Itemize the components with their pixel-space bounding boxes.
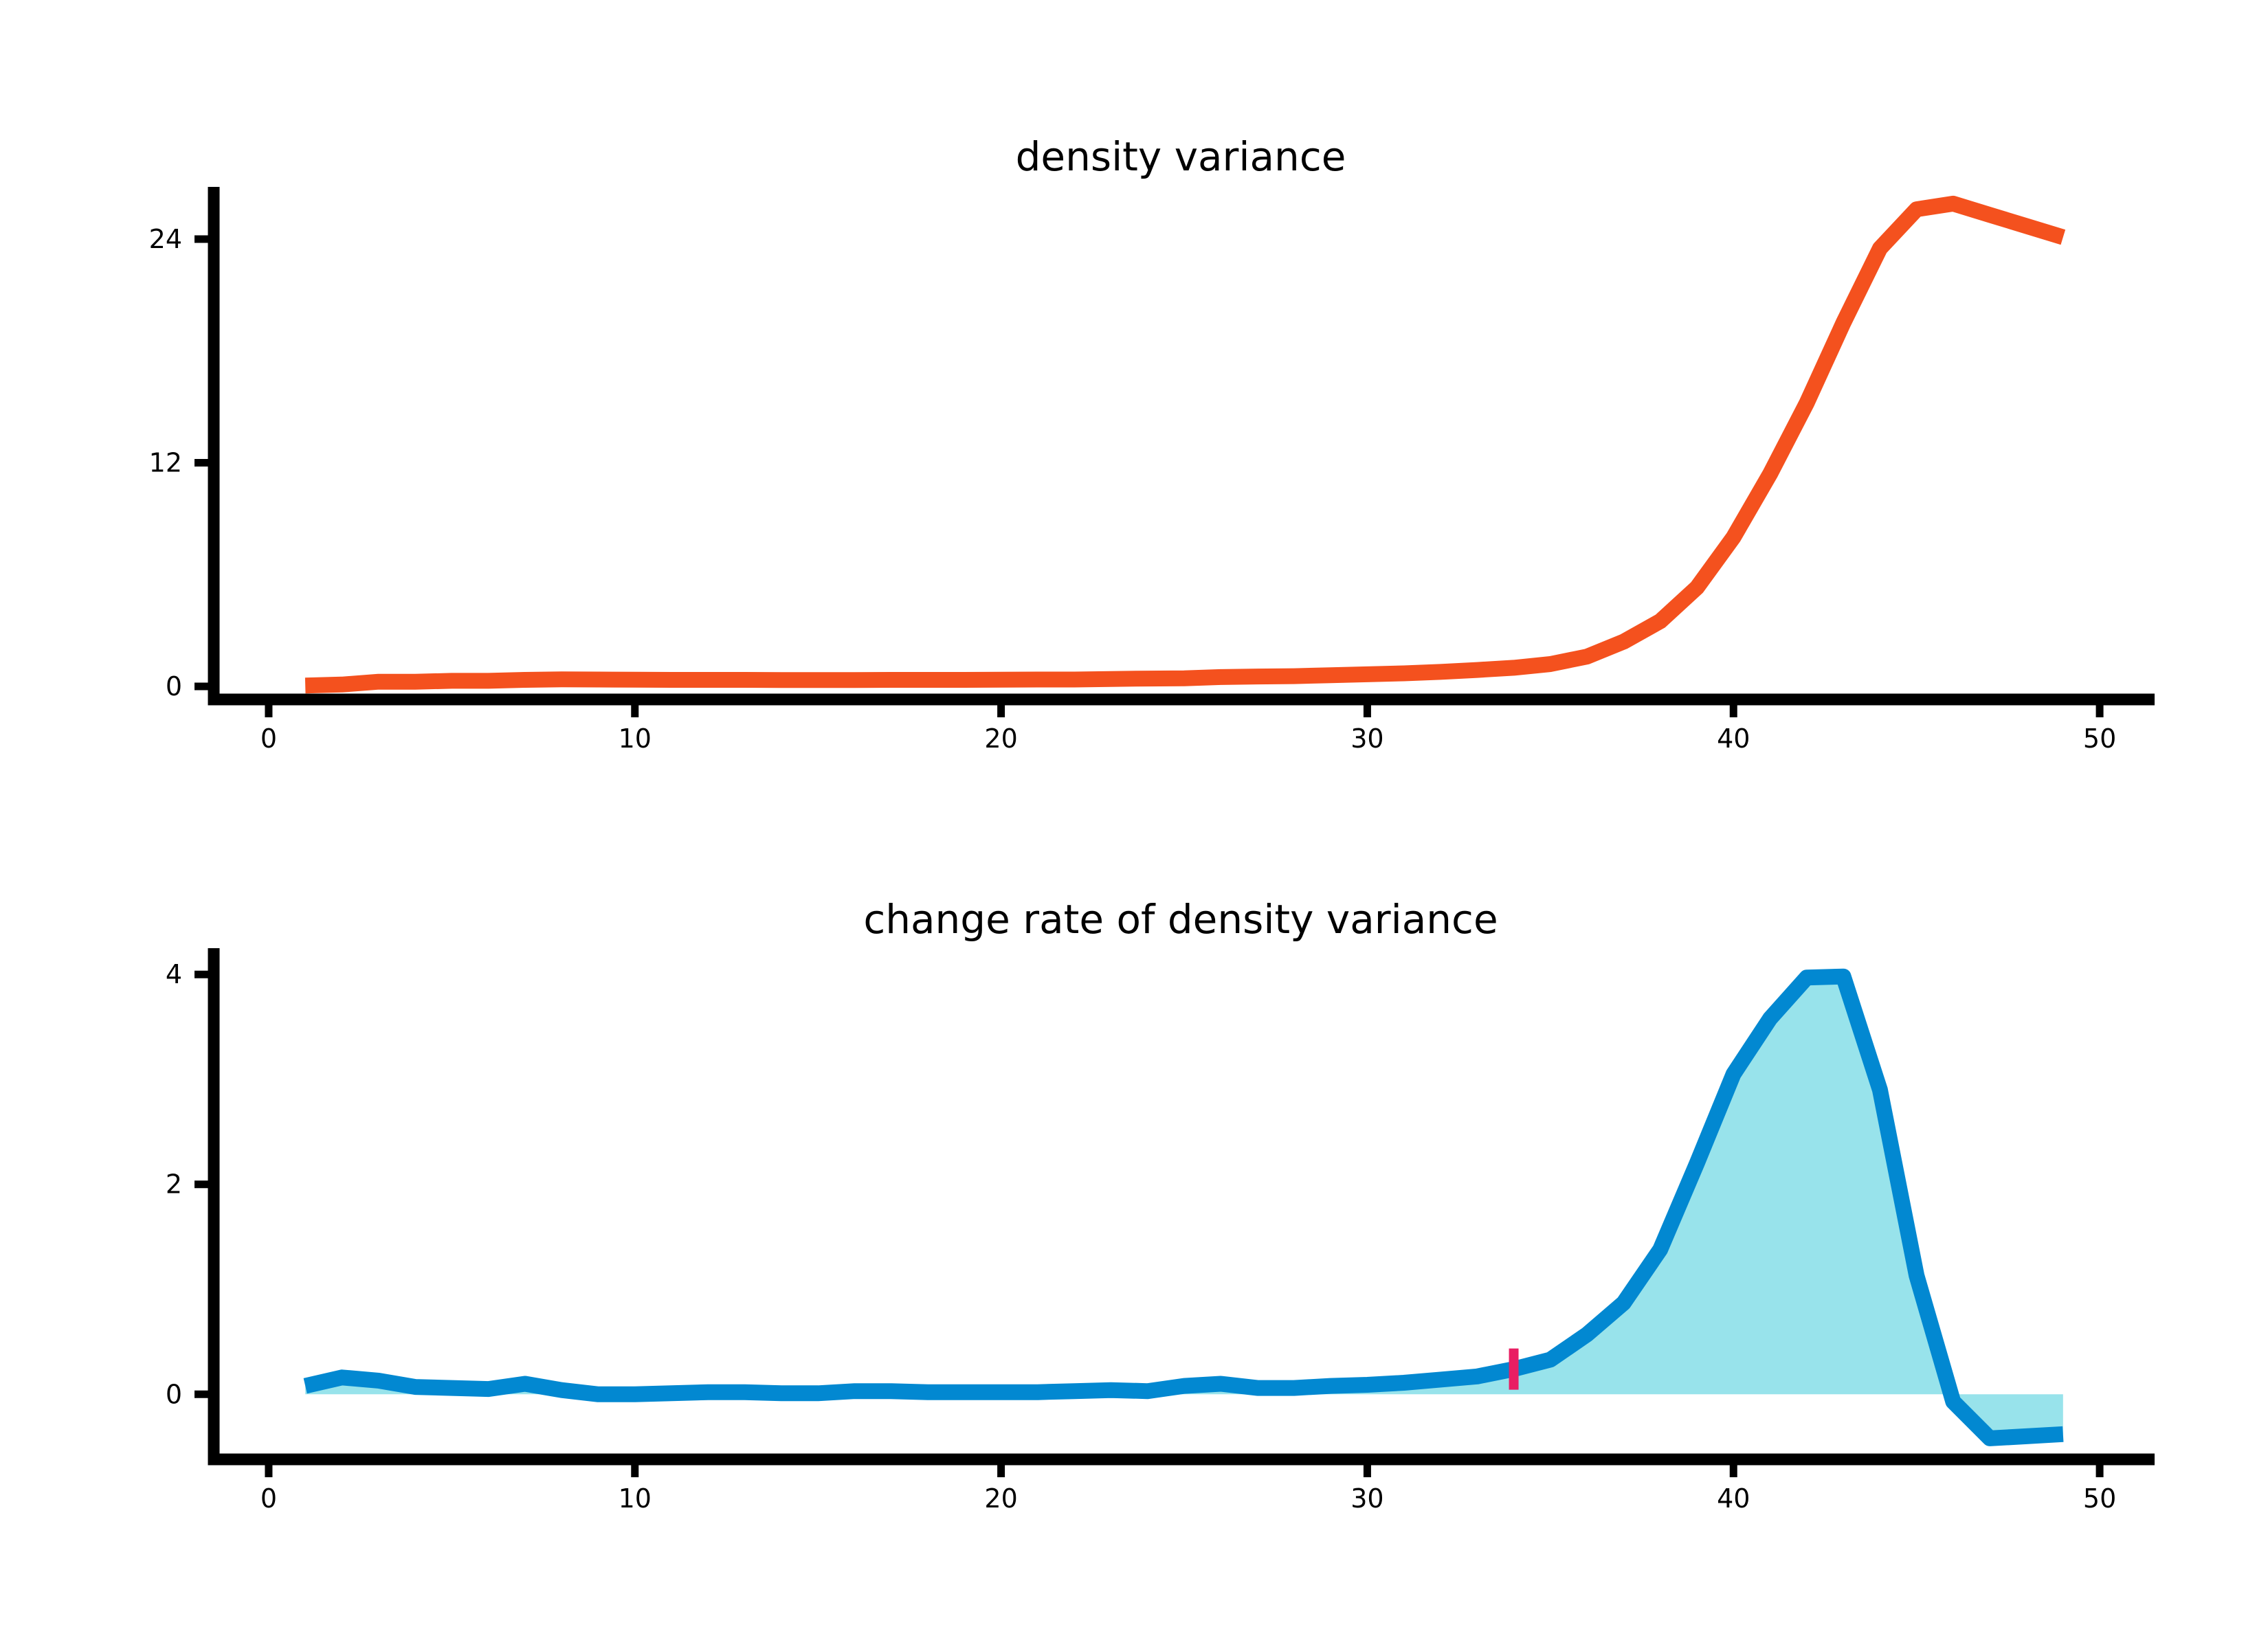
top-chart-title: density variance — [1016, 133, 1346, 180]
change-rate-panel: change rate of density variance 0 10 20 30 4… — [166, 896, 2155, 1514]
bottom-x-tick-label: 50 — [2083, 1483, 2116, 1514]
bottom-chart-title: change rate of density variance — [863, 896, 1498, 943]
bottom-x-tick-label: 40 — [1717, 1483, 1750, 1514]
density-variance-panel: density variance 0 10 20 30 40 50 0 12 24 — [149, 133, 2155, 754]
top-x-tick-label: 50 — [2083, 723, 2116, 754]
bottom-y-tick-label: 2 — [166, 1169, 182, 1200]
top-series-line — [304, 195, 2066, 694]
top-x-tick-label: 30 — [1350, 723, 1383, 754]
bottom-x-tick-label: 30 — [1350, 1483, 1383, 1514]
top-y-tick-label: 12 — [149, 447, 182, 478]
bottom-area-fill — [305, 976, 2063, 1439]
bottom-series-line — [303, 968, 2064, 1446]
top-y-tick-label: 24 — [149, 224, 182, 254]
bottom-y-tick-label: 0 — [166, 1379, 182, 1409]
top-x-tick-label: 40 — [1717, 723, 1750, 754]
top-x-tick-label: 0 — [260, 723, 277, 754]
top-x-tick-label: 20 — [984, 723, 1017, 754]
bottom-x-tick-label: 0 — [260, 1483, 277, 1514]
bottom-x-tick-label: 20 — [984, 1483, 1017, 1514]
bottom-x-tick-label: 10 — [619, 1483, 652, 1514]
top-y-tick-label: 0 — [166, 671, 182, 702]
top-x-tick-label: 10 — [619, 723, 652, 754]
bottom-y-tick-label: 4 — [166, 959, 182, 989]
